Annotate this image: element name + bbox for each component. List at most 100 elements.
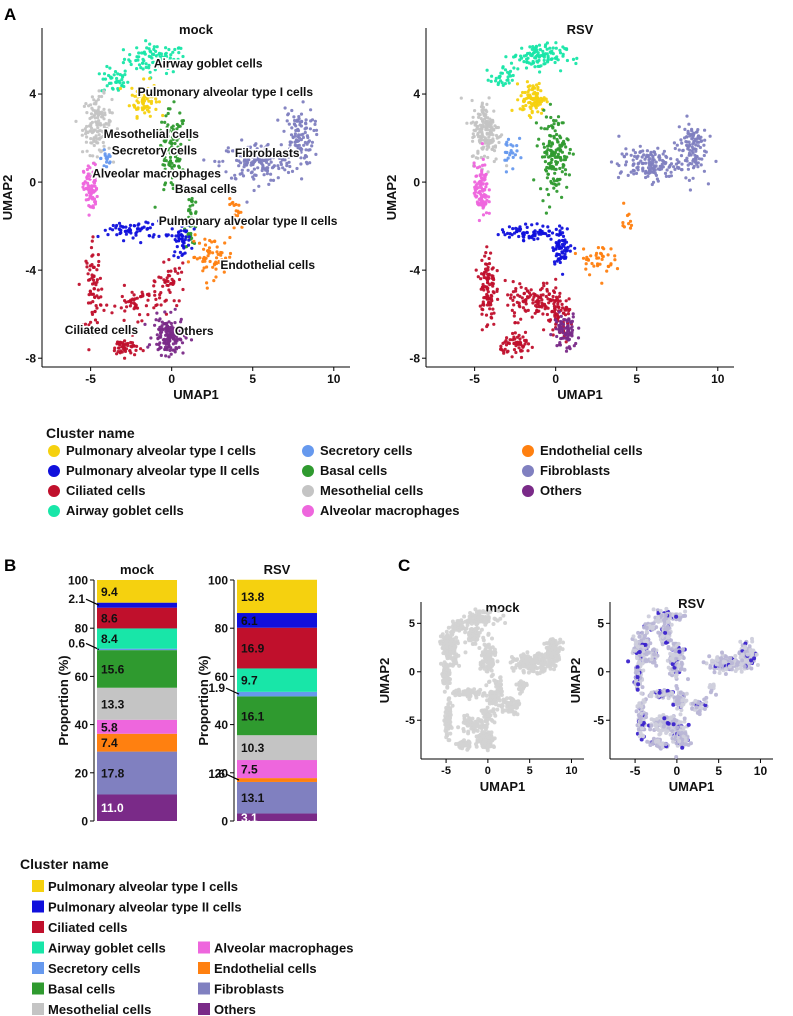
cell-point-cil (135, 344, 139, 348)
cell-point-cil (97, 259, 101, 264)
cell-point-pat1 (147, 110, 151, 114)
cell-point-mes (476, 150, 480, 154)
cell-point-gob (503, 68, 508, 72)
cell-point-gob (102, 72, 107, 76)
cell-point-cil (532, 295, 536, 299)
cell-point-pat2 (121, 225, 125, 229)
cell-point-fib (558, 645, 562, 650)
cell-point-cil (492, 322, 496, 326)
cell-point-mes (491, 133, 495, 137)
cell-point-fib (698, 145, 703, 150)
cell-point-endo (584, 267, 588, 271)
cell-point-endo (207, 246, 212, 250)
cell-point-cil (487, 256, 491, 261)
cell-point-fib (315, 132, 319, 137)
cell-point-mes (95, 130, 100, 134)
cell-point-pat2 (108, 227, 112, 231)
cell-point-bas (549, 148, 553, 153)
cell-point-endo (205, 281, 209, 285)
cell-point-oth (485, 745, 490, 750)
cell-point-pat1 (664, 627, 669, 632)
cell-point-gob (508, 69, 513, 73)
cell-point-bas (164, 173, 168, 177)
cell-point-fib (684, 176, 688, 180)
cell-point-mes (94, 99, 98, 103)
cell-point-fib (297, 115, 301, 119)
cell-point-cil (86, 272, 90, 276)
cell-point-endo (596, 246, 601, 250)
cell-point-mes (111, 160, 116, 164)
cell-point-fib (637, 161, 641, 165)
umapA2-x-tick-label: 5 (633, 372, 640, 386)
cell-point-fib (217, 160, 221, 164)
cell-point-oth (155, 311, 159, 315)
cell-point-fib (251, 175, 255, 179)
cell-point-gob (516, 67, 520, 71)
cell-point-gob (510, 78, 514, 82)
cell-point-cil (124, 300, 128, 304)
cell-point-endo (613, 258, 617, 262)
cell-point-mac (445, 685, 450, 690)
cell-point-fib (286, 152, 290, 156)
cell-point-cil (482, 272, 486, 276)
cell-point-cil (521, 335, 525, 339)
cell-point-cil (92, 274, 96, 278)
cell-point-bas (168, 155, 173, 159)
cell-point-gob (109, 76, 113, 80)
panel-label-b: B (4, 556, 16, 575)
cell-point-cil (465, 722, 470, 727)
cell-point-cil (534, 304, 538, 308)
cell-point-pat2 (496, 233, 500, 237)
cell-point-pat2 (176, 255, 180, 259)
cell-point-cil (484, 313, 489, 317)
cell-point-mac (480, 168, 484, 172)
cell-point-cil (518, 340, 522, 344)
cell-point-bas (560, 170, 564, 174)
cell-point-mes (471, 115, 475, 119)
cell-point-bas (497, 682, 502, 687)
cell-point-cil (523, 330, 528, 334)
cell-point-fib (309, 108, 313, 112)
cell-point-pat2 (491, 700, 496, 705)
cell-point-pat2 (568, 249, 572, 253)
cell-point-mes (90, 131, 94, 135)
cell-point-pat1 (515, 82, 520, 86)
cell-point-sec (511, 155, 515, 159)
cell-point-fib (268, 157, 272, 161)
cell-point-oth (570, 331, 574, 335)
cell-point-bas (166, 111, 170, 116)
cell-point-fib (283, 106, 287, 110)
cell-point-gob (644, 629, 649, 634)
cell-point-cil (503, 278, 507, 283)
umapC2-title: RSV (678, 596, 705, 611)
cell-point-fib (632, 172, 636, 176)
cell-point-bas (170, 165, 174, 169)
cell-point-cil (448, 731, 453, 736)
cell-point-fib (302, 143, 306, 147)
cell-point-mes (479, 117, 483, 121)
legend-a-label-sec: Secretory cells (320, 443, 413, 458)
cell-point-oth (158, 341, 162, 345)
cell-point-pat2 (561, 234, 566, 238)
cell-point-pat2 (542, 231, 546, 235)
cell-point-endo (205, 286, 209, 290)
cell-point-mes (478, 113, 482, 117)
cell-point-fib (558, 637, 563, 642)
cell-point-bas (171, 186, 175, 191)
cell-point-gob (153, 68, 157, 72)
cell-point-mes (97, 133, 101, 137)
cell-point-bas (150, 170, 154, 175)
cell-point-cil (530, 315, 534, 319)
cell-point-gob (164, 71, 169, 76)
cell-point-mes (474, 156, 478, 160)
cell-point-cil (530, 345, 534, 349)
cell-point-fib (676, 160, 680, 165)
cell-point-fib (251, 160, 255, 164)
cell-point-endo (621, 221, 625, 225)
cell-point-oth (149, 336, 153, 340)
cell-point-fib (687, 140, 691, 144)
cell-point-bas (541, 142, 546, 146)
cell-point-mes (481, 146, 485, 151)
cell-point-cil (481, 303, 485, 307)
